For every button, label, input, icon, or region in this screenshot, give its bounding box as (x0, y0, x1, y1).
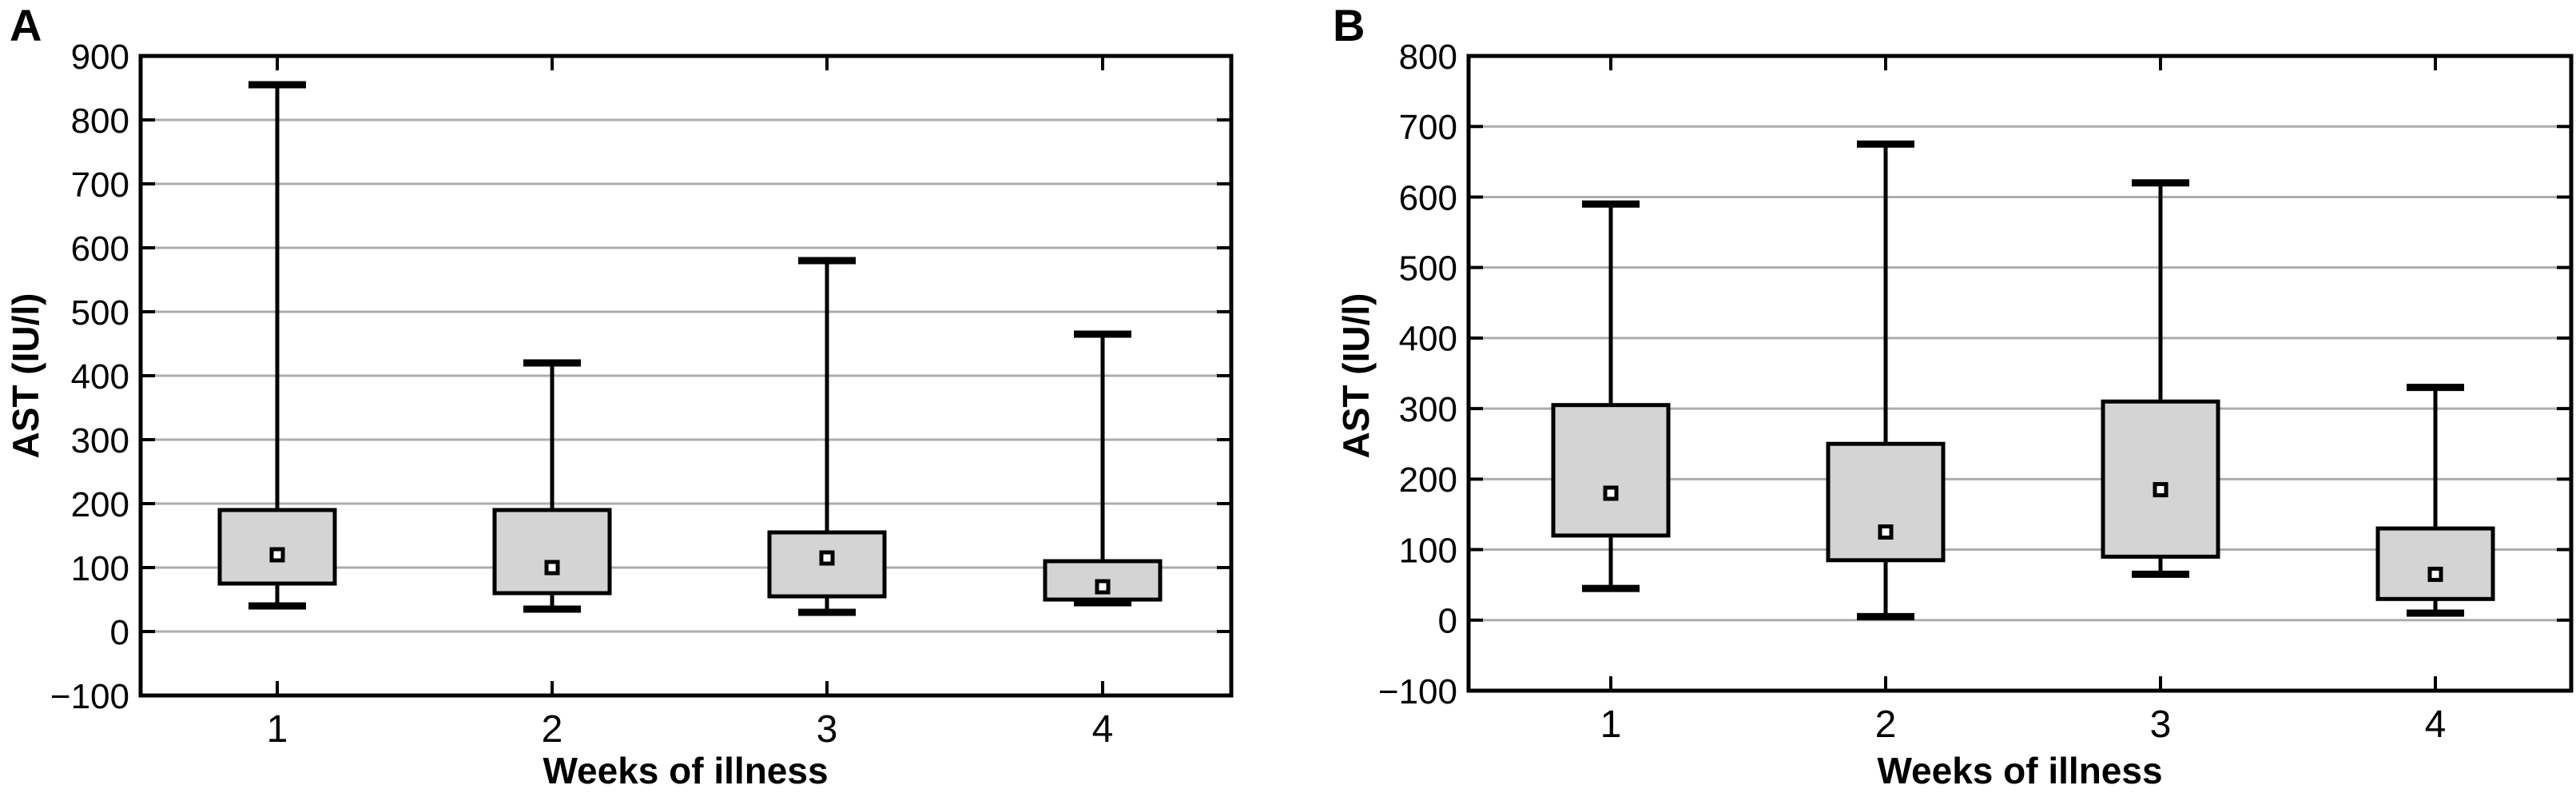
panel-b-ytick-label-800: 800 (1399, 38, 1457, 77)
panel-a-box-week-1 (217, 81, 337, 610)
panel-b-xtick-label-3: 3 (2150, 703, 2172, 746)
panel-a-label: A (10, 0, 42, 50)
panel-a-ytick-label-0: 0 (110, 613, 129, 652)
panel-b-ytick-label-500: 500 (1399, 249, 1457, 289)
iqr-box (1826, 441, 1946, 563)
panel-b-ytick-label-200: 200 (1399, 460, 1457, 500)
panel-b-xtick-label-1: 1 (1600, 703, 1622, 746)
iqr-box (492, 508, 612, 596)
panel-b-box-week-4 (2375, 384, 2495, 617)
panel-a-ytick-label-900: 900 (71, 38, 129, 77)
panel-a-xtick-label-3: 3 (817, 708, 838, 751)
panel-a-xtick-label-2: 2 (542, 708, 563, 751)
panel-b-frame (1466, 54, 2574, 693)
panel-a-ytick-label-700: 700 (71, 165, 129, 205)
iqr-box (217, 508, 337, 586)
panel-a-xtick-label-1: 1 (267, 708, 288, 751)
panel-b-box-week-2 (1826, 140, 1946, 620)
panel-b-x-axis-title: Weeks of illness (1877, 750, 2163, 791)
panel-a-box-week-4 (1043, 330, 1163, 607)
panel-a-ytick-label-500: 500 (71, 293, 129, 333)
panel-a-ytick-label-600: 600 (71, 229, 129, 269)
median-marker (269, 547, 285, 563)
iqr-box (2375, 526, 2495, 601)
panel-a-ytick-label-300: 300 (71, 421, 129, 460)
panel-b-xtick-label-4: 4 (2425, 703, 2447, 746)
panel-a-ytick-label-100: 100 (71, 549, 129, 588)
median-marker (2427, 566, 2443, 582)
panel-b-box-week-1 (1551, 200, 1671, 592)
panel-b-ytick-label-0: 0 (1438, 602, 1457, 641)
panel-b-y-axis-title: AST (IU/l) (1335, 293, 1377, 459)
panel-a-box-week-3 (767, 257, 887, 616)
panel-b-xtick-label-2: 2 (1875, 703, 1897, 746)
panel-a-y-axis-title: AST (IU/l) (5, 293, 46, 459)
panel-a-x-axis-title: Weeks of illness (543, 750, 829, 791)
panel-b-ytick-label--100: −100 (1378, 672, 1457, 711)
median-marker (1878, 524, 1894, 540)
panel-a-box-week-2 (492, 359, 612, 613)
panel-b-ytick-label-600: 600 (1399, 178, 1457, 217)
median-marker (1095, 579, 1111, 595)
iqr-box (1551, 403, 1671, 538)
median-marker (2153, 482, 2169, 498)
panel-b-box-week-3 (2101, 179, 2220, 578)
panel-a-ytick-label--100: −100 (50, 677, 129, 716)
panel-b-ytick-label-100: 100 (1399, 531, 1457, 570)
panel-b-ytick-label-700: 700 (1399, 108, 1457, 147)
median-marker (819, 550, 835, 566)
panel-a-xtick-label-4: 4 (1092, 708, 1114, 751)
panel-a-ytick-label-200: 200 (71, 485, 129, 524)
panel-b-ytick-label-300: 300 (1399, 390, 1457, 429)
panel-b-label: B (1333, 0, 1366, 50)
median-marker (544, 560, 560, 576)
panel-b-ytick-label-400: 400 (1399, 320, 1457, 359)
panel-a-ytick-label-400: 400 (71, 357, 129, 396)
median-marker (1603, 485, 1619, 501)
panel-a-ytick-label-800: 800 (71, 102, 129, 141)
iqr-box (2101, 399, 2220, 559)
